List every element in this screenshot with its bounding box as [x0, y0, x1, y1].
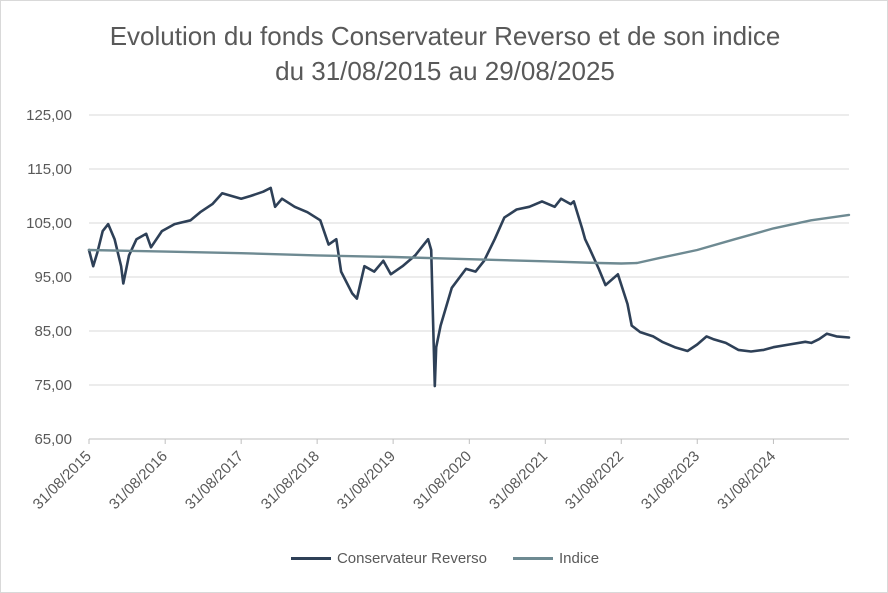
x-tick-label: 31/08/2023 [638, 448, 703, 513]
chart-title-line-1: Evolution du fonds Conservateur Reverso … [109, 21, 781, 51]
y-tick-label: 105,00 [26, 215, 72, 232]
line-chart-plot: 65,00 75,00 85,00 95,00 105,00 115,00 125,00 3… [26, 107, 851, 513]
legend-swatch-indice [513, 557, 554, 560]
x-tick-label: 31/08/2020 [410, 448, 475, 513]
legend-label-conservateur-reverso: Conservateur Reverso [336, 550, 488, 567]
series-line-indice [87, 213, 851, 265]
x-axis: 31/08/2015 31/08/2016 31/08/2017 31/08/2018… [30, 438, 849, 513]
y-tick-label: 75,00 [34, 377, 72, 394]
x-tick-label: 31/08/2019 [334, 448, 399, 513]
x-tick-label: 31/08/2022 [562, 448, 627, 513]
y-tick-label: 115,00 [27, 161, 72, 178]
y-tick-label: 125,00 [26, 107, 72, 124]
chart-title-line-2: du 31/08/2015 au 29/08/2025 [275, 56, 615, 86]
y-tick-label: 95,00 [34, 269, 72, 286]
y-axis-tick-labels: 65,00 75,00 85,00 95,00 105,00 115,00 125,00 [26, 107, 72, 448]
series-lines [87, 186, 851, 388]
legend-label-indice: Indice [559, 550, 600, 567]
legend-item-conservateur-reverso: Conservateur Reverso [290, 550, 488, 567]
x-tick-label: 31/08/2017 [182, 448, 247, 513]
series-line-conservateur-reverso [87, 186, 851, 388]
grid-lines [89, 114, 849, 386]
legend: Conservateur Reverso Indice [1, 550, 888, 567]
x-tick-label: 31/08/2016 [106, 448, 171, 513]
x-tick-label: 31/08/2018 [258, 448, 323, 513]
legend-item-indice: Indice [513, 550, 599, 567]
y-tick-label: 85,00 [34, 323, 72, 340]
x-tick-label: 31/08/2021 [486, 448, 551, 513]
x-tick-label: 31/08/2015 [30, 448, 95, 513]
y-tick-label: 65,00 [34, 431, 72, 448]
legend-swatch-conservateur-reverso [290, 557, 331, 560]
x-tick-label: 31/08/2024 [714, 448, 779, 513]
chart-title: Evolution du fonds Conservateur Reverso … [1, 19, 888, 89]
